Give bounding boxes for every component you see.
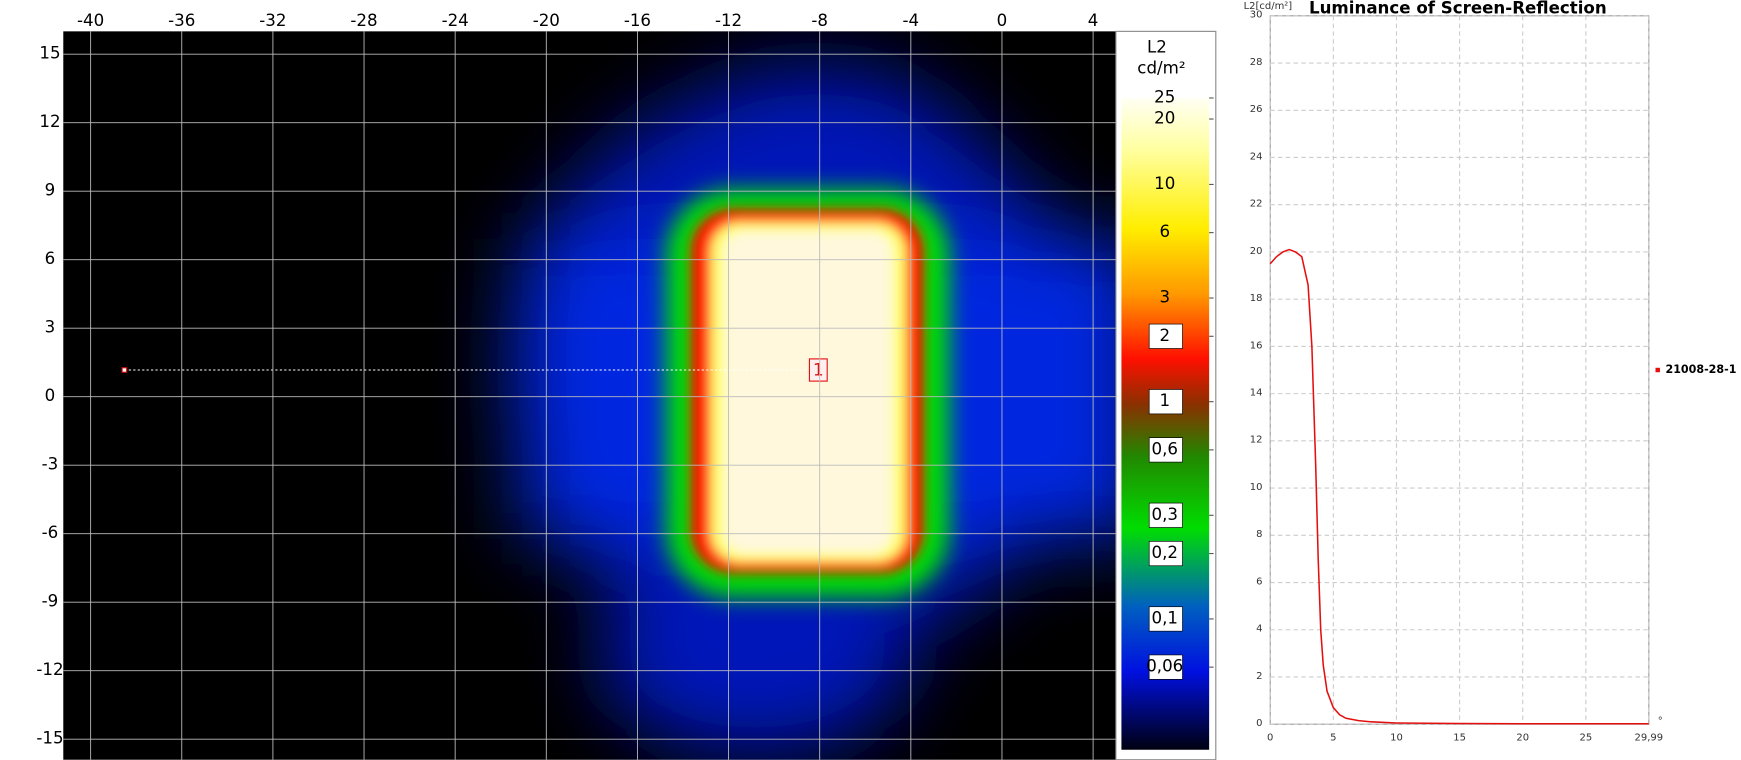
colorbar-tick-label: 20 [1154, 109, 1175, 128]
y-tick-label: -3 [42, 455, 59, 474]
y-tick-label: 6 [1256, 576, 1262, 587]
y-tick-label: 12 [1250, 435, 1263, 446]
y-tick-label: 22 [1250, 199, 1263, 210]
x-tick-label: 0 [1267, 733, 1273, 744]
profile-start [121, 367, 128, 373]
x-tick-label: -8 [811, 11, 828, 30]
colorbar-tick-label: 0,2 [1152, 543, 1178, 562]
x-tick-label: 0 [997, 11, 1008, 30]
x-tick-label: -24 [442, 11, 469, 30]
colorbar [1121, 97, 1210, 750]
y-tick-label: 8 [1256, 529, 1262, 540]
x-tick-label: -12 [715, 11, 742, 30]
y-tick-label: 20 [1250, 246, 1263, 257]
colorbar-tick-label: 3 [1159, 288, 1170, 307]
x-tick-label: 10 [1390, 733, 1403, 744]
colorbar-tick-label: 0,6 [1152, 439, 1178, 458]
y-tick-label: 24 [1250, 151, 1263, 162]
x-tick-label: 4 [1088, 11, 1099, 30]
colorbar-tick-label: 25 [1154, 87, 1175, 106]
y-tick-label: -6 [42, 523, 59, 542]
x-tick-label: -28 [350, 11, 377, 30]
y-axis-label: L2[cd/m²] [1244, 1, 1293, 12]
x-tick-label: -32 [259, 11, 286, 30]
colorbar-tick-label: 6 [1159, 222, 1170, 241]
colorbar-label-box [1148, 502, 1183, 528]
y-tick-label: 26 [1250, 104, 1263, 115]
y-tick-label: 28 [1250, 57, 1263, 68]
x-tick-label: 20 [1516, 733, 1529, 744]
x-tick-label: 5 [1330, 733, 1336, 744]
x-axis-label: ° [1658, 716, 1663, 727]
colorbar-tick-label: 2 [1159, 326, 1170, 345]
legend-label: 21008-28-1 [1665, 363, 1736, 376]
y-tick-label: 16 [1250, 340, 1263, 351]
x-tick-label: -40 [77, 11, 104, 30]
colorbar-tick-label: 0,3 [1152, 505, 1178, 524]
x-tick-label: 15 [1453, 733, 1466, 744]
x-tick-label: -36 [168, 11, 195, 30]
y-tick-label: 3 [45, 318, 56, 337]
y-tick-label: 30 [1250, 10, 1263, 21]
y-tick-label: -9 [42, 592, 59, 611]
colorbar-tick-label: 10 [1154, 174, 1175, 193]
colorbar-tick-label: 1 [1159, 391, 1170, 410]
luminance-image [510, 66, 1116, 756]
colorbar-label-box [1148, 323, 1183, 349]
y-tick-label: 4 [1256, 624, 1262, 635]
y-tick-label: -15 [36, 729, 63, 748]
colorbar-label-box [1148, 540, 1183, 567]
colorbar-label-box [1148, 654, 1183, 680]
y-tick-label: 14 [1250, 388, 1263, 399]
y-tick-label: 2 [1256, 671, 1262, 682]
y-tick-label: 9 [45, 181, 56, 200]
y-tick-label: -12 [36, 660, 63, 679]
x-tick-label: -20 [533, 11, 560, 30]
x-tick-label: 25 [1579, 733, 1592, 744]
colorbar-label-box [1148, 437, 1183, 463]
y-tick-label: 15 [39, 44, 60, 63]
x-tick-label: -4 [903, 11, 920, 30]
chart-title: Luminance of Screen-Reflection [1309, 0, 1607, 18]
y-tick-label: 18 [1250, 293, 1263, 304]
data-line [1269, 248, 1649, 725]
colorbar-label-box [1148, 606, 1183, 632]
colorbar-unit: cd/m² [1137, 59, 1185, 78]
colorbar-label: L2 [1147, 38, 1167, 57]
colorbar-tick-label: 0,06 [1146, 657, 1183, 676]
legend-swatch [1655, 367, 1660, 373]
colorbar-tick-label: 0,1 [1152, 608, 1178, 627]
y-tick-label: 0 [45, 386, 56, 405]
y-tick-label: 10 [1250, 482, 1263, 493]
colorbar-label-box [1148, 389, 1183, 415]
annotation: 1 [813, 361, 824, 380]
y-tick-label: 6 [45, 249, 56, 268]
annotation-box [808, 358, 828, 382]
x-tick-label: 29,99 [1635, 733, 1664, 744]
x-tick-label: -16 [624, 11, 651, 30]
y-tick-label: 0 [1256, 718, 1262, 729]
y-tick-label: 12 [39, 112, 60, 131]
